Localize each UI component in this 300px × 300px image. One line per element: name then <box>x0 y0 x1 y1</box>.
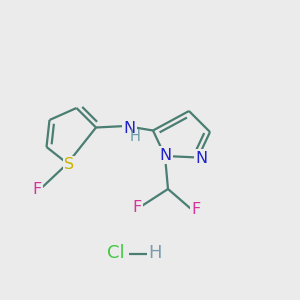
Text: H: H <box>148 244 161 262</box>
Text: F: F <box>32 182 41 197</box>
Text: S: S <box>64 157 74 172</box>
Text: H: H <box>130 129 140 144</box>
Text: N: N <box>124 121 136 136</box>
Text: N: N <box>160 148 172 163</box>
Text: N: N <box>195 151 207 166</box>
Text: F: F <box>133 200 142 214</box>
Text: F: F <box>191 202 200 217</box>
Text: Cl: Cl <box>107 244 124 262</box>
